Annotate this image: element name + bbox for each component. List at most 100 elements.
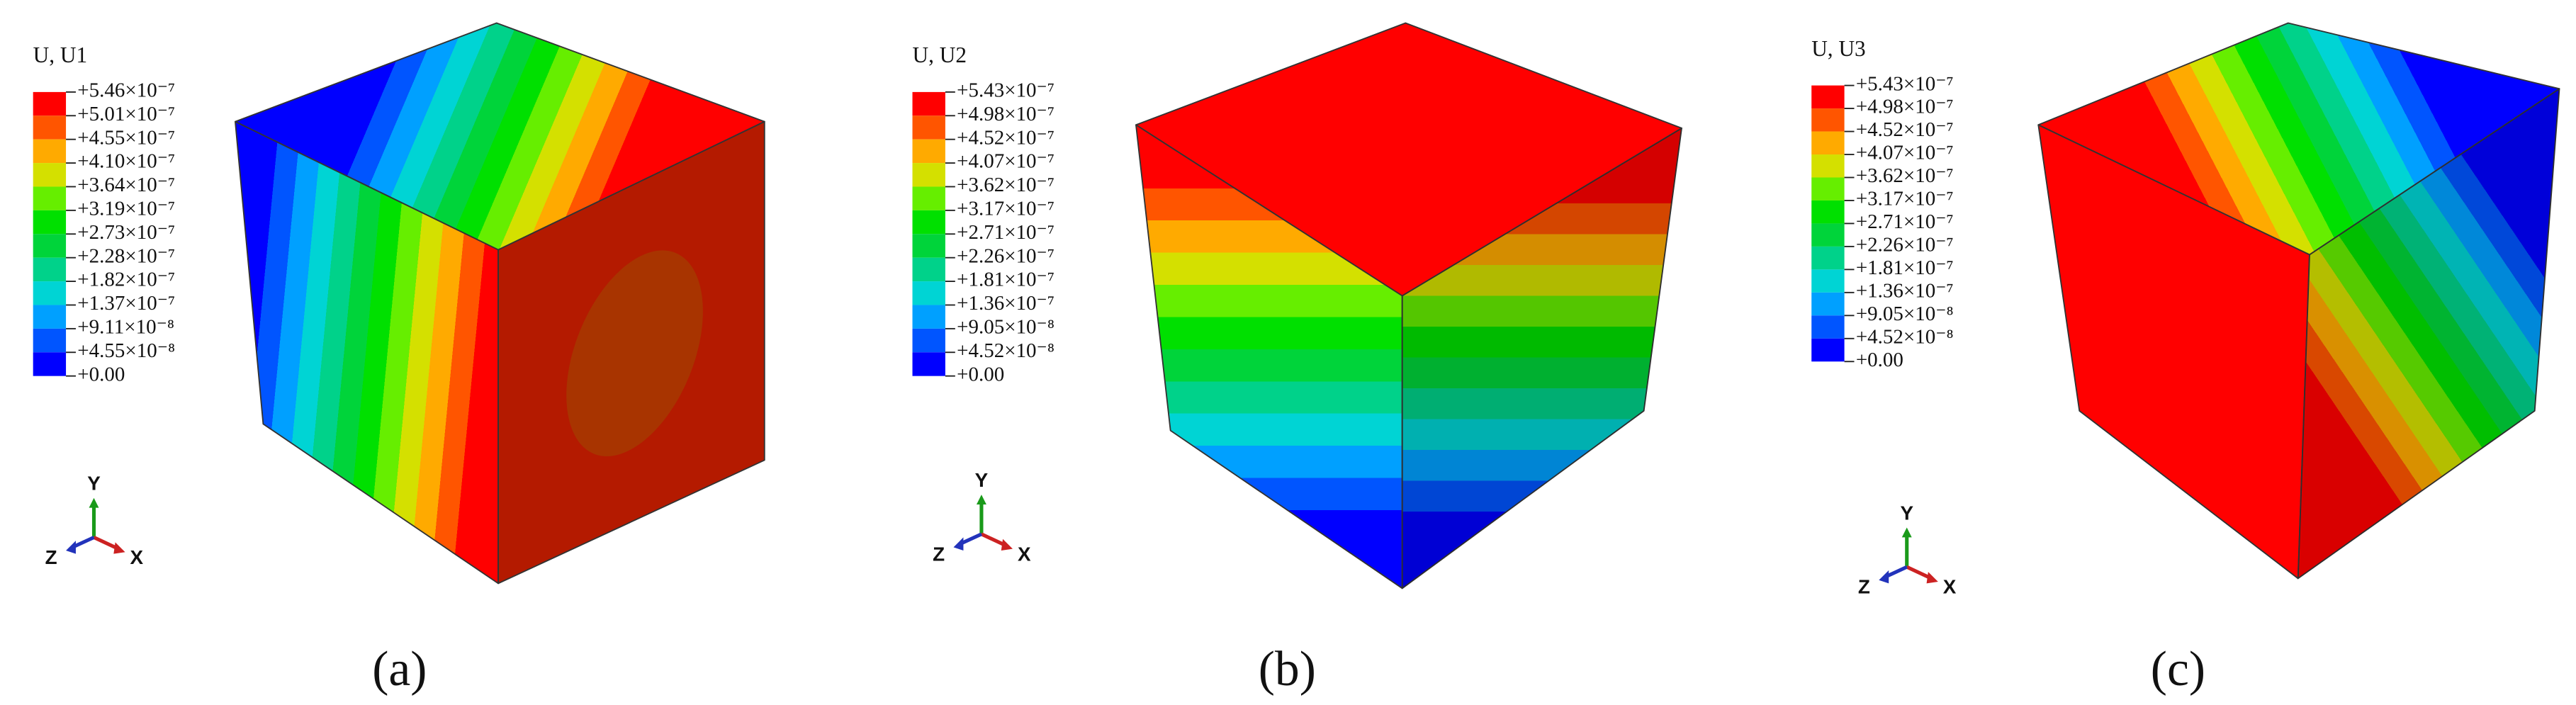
legend-label: +4.52×10⁻⁷	[957, 126, 1054, 149]
legend-swatch	[912, 186, 945, 210]
legend-label: +4.55×10⁻⁷	[77, 126, 175, 149]
legend-swatch	[33, 186, 67, 210]
legend-title: U, U3	[1811, 36, 1866, 61]
legend-swatch	[33, 234, 67, 258]
legend-swatch	[1811, 338, 1845, 362]
legend-label: +3.62×10⁻⁷	[1856, 164, 1954, 187]
axis-x	[93, 536, 120, 551]
legend-label: +9.11×10⁻⁸	[77, 316, 174, 339]
legend-swatch	[912, 115, 945, 140]
caption: (c)	[2151, 642, 2205, 696]
legend-swatch	[912, 234, 945, 258]
legend-label: +0.00	[957, 363, 1004, 385]
legend-label: +1.81×10⁻⁷	[957, 269, 1054, 291]
legend-label: +2.73×10⁻⁷	[77, 221, 175, 244]
legend-label: +2.71×10⁻⁷	[1856, 210, 1954, 233]
axis-x-head	[1001, 538, 1013, 551]
legend-swatch	[33, 328, 67, 353]
legend-label: +2.28×10⁻⁷	[77, 244, 175, 267]
axis-z	[72, 536, 95, 549]
legend-swatch	[912, 163, 945, 187]
contour-patch	[566, 250, 703, 456]
legend-label: +5.43×10⁻⁷	[957, 79, 1054, 102]
legend-label: +2.71×10⁻⁷	[957, 221, 1054, 244]
legend-swatch	[33, 163, 67, 187]
legend-swatch	[1811, 246, 1845, 270]
legend-title: U, U1	[33, 43, 88, 67]
legend-label: +1.81×10⁻⁷	[1856, 256, 1954, 279]
legend-label: +5.01×10⁻⁷	[77, 103, 175, 125]
caption: (b)	[1259, 642, 1316, 696]
legend-label: +4.98×10⁻⁷	[1856, 96, 1954, 118]
legend-label: +4.52×10⁻⁷	[1856, 118, 1954, 141]
axis-z	[1884, 565, 1908, 579]
legend-title: U, U2	[913, 43, 967, 67]
legend-label: +1.36×10⁻⁷	[957, 292, 1054, 315]
legend-swatch	[33, 352, 67, 376]
legend-swatch	[33, 115, 67, 140]
axis-z-head	[66, 541, 76, 554]
legend-label: +9.05×10⁻⁸	[957, 316, 1054, 339]
legend-label: +5.43×10⁻⁷	[1856, 72, 1954, 95]
axis-label-z: Z	[933, 543, 945, 565]
axis-y-head	[976, 495, 986, 505]
axis-label-y: Y	[975, 469, 989, 491]
axis-x-head	[1926, 572, 1938, 584]
legend-label: +3.19×10⁻⁷	[77, 198, 175, 220]
axis-label-y: Y	[87, 473, 101, 495]
axis-y-head	[1901, 527, 1912, 538]
legend-swatch	[1811, 200, 1845, 224]
axis-z-head	[953, 537, 964, 551]
axis-label-z: Z	[45, 546, 57, 568]
legend-label: +3.17×10⁻⁷	[957, 198, 1054, 220]
legend-swatch	[912, 91, 945, 116]
legend-label: +0.00	[1856, 349, 1903, 371]
axis-label-x: X	[1018, 543, 1031, 565]
shade	[2297, 89, 2560, 579]
legend-swatch	[33, 281, 67, 305]
legend-swatch	[33, 91, 67, 116]
legend-label: +3.64×10⁻⁷	[77, 174, 175, 196]
legend-swatch	[1811, 131, 1845, 155]
legend-swatch	[33, 305, 67, 329]
legend-label: +1.82×10⁻⁷	[77, 269, 175, 291]
cube-right-face	[2297, 88, 2560, 580]
legend-swatch	[1811, 85, 1845, 109]
axis-label-z: Z	[1858, 576, 1870, 598]
axis-x	[1906, 565, 1933, 580]
axis-x	[980, 532, 1007, 548]
legend-label: +5.46×10⁻⁷	[77, 79, 175, 102]
legend-label: +4.10×10⁻⁷	[77, 150, 175, 173]
legend-swatch	[1811, 154, 1845, 178]
legend-swatch	[1811, 269, 1845, 293]
axis-y-head	[89, 497, 99, 508]
legend-label: +0.00	[77, 363, 125, 385]
legend-swatch	[912, 210, 945, 235]
legend-label: +1.37×10⁻⁷	[77, 292, 175, 315]
axis-x-head	[113, 542, 125, 554]
legend-swatch	[912, 328, 945, 353]
legend-label: +4.52×10⁻⁸	[957, 339, 1054, 362]
legend-label: +4.98×10⁻⁷	[957, 103, 1054, 125]
axis-label-x: X	[130, 546, 144, 568]
legend-label: +4.52×10⁻⁸	[1856, 325, 1954, 348]
axis-label-x: X	[1943, 576, 1957, 598]
axis-z-head	[1879, 570, 1889, 584]
shade	[1402, 128, 1682, 589]
legend-swatch	[912, 139, 945, 164]
legend-swatch	[912, 257, 945, 282]
legend-label: +3.62×10⁻⁷	[957, 174, 1054, 196]
legend-label: +4.55×10⁻⁸	[77, 339, 175, 362]
legend-label: +4.07×10⁻⁷	[1856, 142, 1954, 164]
legend-swatch	[912, 352, 945, 376]
legend-label: +4.07×10⁻⁷	[957, 150, 1054, 173]
legend-label: +1.36×10⁻⁷	[1856, 280, 1954, 303]
legend-label: +2.26×10⁻⁷	[957, 244, 1054, 267]
legend-label: +2.26×10⁻⁷	[1856, 234, 1954, 256]
legend-label: +9.05×10⁻⁸	[1856, 303, 1954, 325]
legend-swatch	[1811, 223, 1845, 247]
legend-label: +3.17×10⁻⁷	[1856, 188, 1954, 210]
legend-swatch	[33, 139, 67, 164]
axis-z	[959, 532, 983, 546]
